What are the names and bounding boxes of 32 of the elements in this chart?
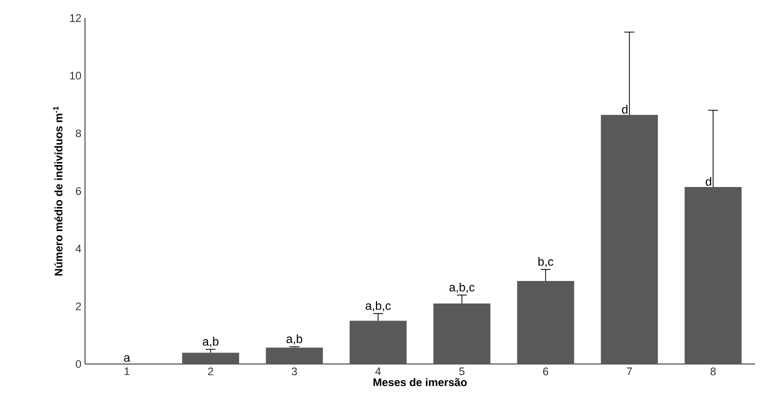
annotation: a — [124, 355, 130, 362]
bar — [433, 303, 490, 364]
annotation: a,b,c — [449, 282, 475, 293]
y-axis-title: Número médio de indivíduos m$^{-1}$ — [53, 106, 62, 276]
x-tick-label: 8 — [710, 368, 716, 376]
x-tick-label: 5 — [459, 368, 464, 376]
y-tick-label: 4 — [76, 244, 82, 252]
annotation: a,b — [286, 334, 302, 344]
x-tick-label: 6 — [543, 368, 548, 376]
x-axis-title: Meses de imersão — [374, 378, 467, 386]
bar — [350, 320, 407, 364]
annotation: a,b,c — [366, 301, 391, 312]
annotation: d — [622, 104, 628, 114]
annotation: b,c — [538, 257, 554, 268]
y-tick-label: 6 — [76, 187, 81, 195]
bar — [684, 186, 742, 364]
y-tick-label: 2 — [76, 302, 81, 310]
bar — [517, 280, 574, 364]
annotation: a,b — [202, 336, 218, 348]
x-tick-label: 4 — [375, 368, 381, 376]
bar — [600, 114, 658, 364]
y-tick-label: 8 — [76, 129, 81, 138]
x-tick-label: 7 — [626, 368, 632, 376]
x-tick-label: 1 — [124, 368, 130, 376]
bar — [182, 352, 240, 364]
annotation: d — [706, 176, 712, 186]
x-tick-label: 3 — [292, 368, 297, 376]
x-tick-label: 2 — [208, 368, 214, 376]
y-tick-label: 0 — [76, 360, 82, 368]
y-tick-label: 12 — [70, 14, 81, 22]
bar — [266, 348, 323, 364]
y-tick-label: 10 — [70, 72, 82, 80]
